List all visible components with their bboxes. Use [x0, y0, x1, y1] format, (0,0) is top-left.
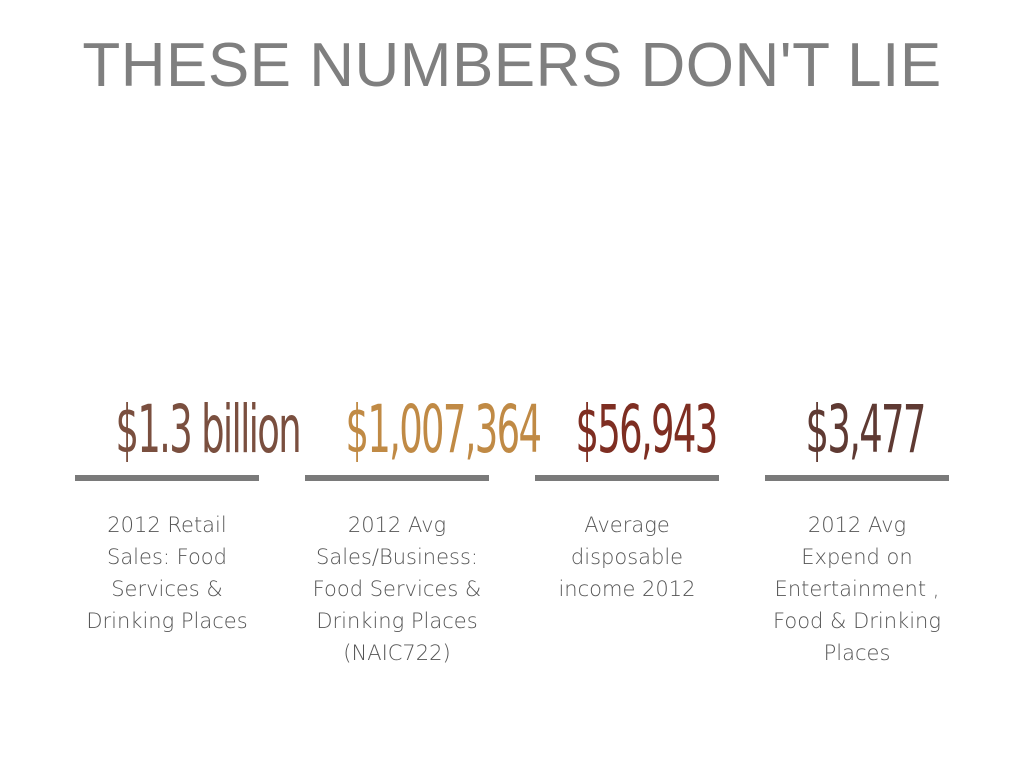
stat-entertainment-expend: $3,477 2012 Avg Expend on Entertainment …: [765, 385, 949, 665]
stat-value: $3,477: [805, 391, 926, 468]
stat-value: $1,007,364: [345, 391, 541, 468]
stat-disposable-income: $56,943 Average disposable income 2012: [535, 385, 719, 601]
stat-divider: [305, 475, 489, 481]
stat-label: 2012 Avg Sales/Business: Food Services &…: [312, 513, 482, 665]
stat-label: 2012 Avg Expend on Entertainment , Food …: [773, 513, 941, 665]
stat-label: 2012 Retail Sales: Food Services & Drink…: [86, 513, 248, 633]
slide-title: THESE NUMBERS DON'T LIE: [82, 31, 942, 100]
stat-label: Average disposable income 2012: [558, 513, 696, 601]
stat-value: $56,943: [575, 391, 718, 468]
stat-divider: [765, 475, 949, 481]
stat-value: $1.3 billion: [115, 391, 301, 468]
stat-avg-sales-per-business: $1,007,364 2012 Avg Sales/Business: Food…: [305, 385, 542, 665]
stat-divider: [75, 475, 259, 481]
stat-divider: [535, 475, 719, 481]
stat-retail-sales: $1.3 billion 2012 Retail Sales: Food Ser…: [75, 385, 302, 633]
